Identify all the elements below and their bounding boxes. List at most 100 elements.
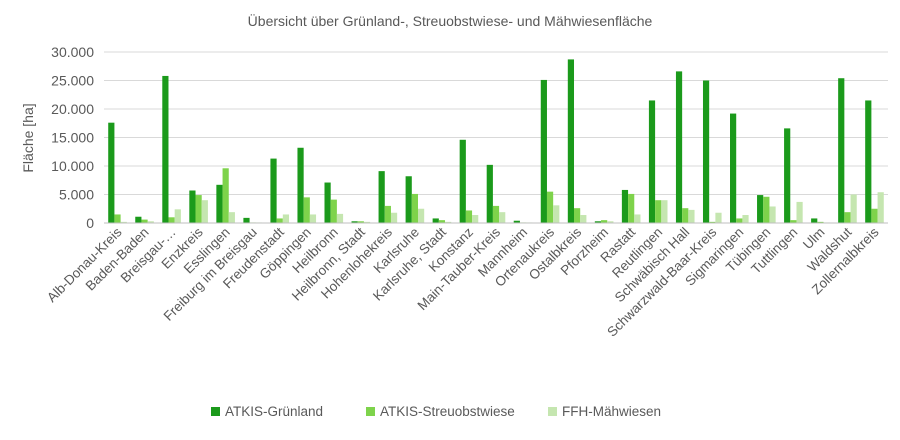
bar [607,221,614,223]
bar [243,217,250,223]
bar [742,215,749,223]
bar [472,215,479,223]
bar [351,221,358,223]
bar [384,205,391,223]
bar [303,197,310,223]
legend-swatch [211,407,220,416]
bar [438,220,446,223]
bar [601,220,608,223]
bar [297,147,304,223]
bar [790,220,797,223]
bar [405,176,412,223]
bar [270,158,277,223]
bar [465,210,473,223]
bar [445,221,452,223]
bar [621,189,629,223]
gridlines [104,51,888,195]
bar [648,100,656,223]
bar [736,218,743,223]
bar [628,193,635,223]
bar [357,221,364,223]
bar [817,221,824,223]
bar [141,219,148,223]
bar [850,194,857,223]
x-axis-ticks: Alb-Donau-KreisBaden-BadenBreisgau-…Enzk… [44,224,882,339]
bar [168,217,175,223]
bar [675,71,683,223]
legend-label: FFH-Mähwiesen [562,404,661,419]
bar [513,220,520,223]
bar [546,191,554,223]
bar [844,212,851,223]
bar [174,209,181,223]
legend-swatch [366,407,375,416]
legend-label: ATKIS-Grünland [225,404,323,419]
bar [499,212,506,223]
bar [661,200,668,223]
bar [492,205,500,223]
y-tick-label: 25.000 [51,73,94,89]
bar [222,168,229,223]
bar [730,113,737,223]
bar [147,221,154,223]
bar [417,208,425,223]
legend-swatch [548,407,557,416]
y-tick-label: 20.000 [51,101,94,117]
bar [201,200,208,223]
bar [838,78,845,223]
legend-label: ATKIS-Streuobstwiese [380,404,515,419]
bar [574,208,581,223]
chart-title: Übersicht über Grünland-, Streuobstwiese… [248,12,653,29]
bar [757,195,764,223]
bar [135,216,142,223]
y-axis-ticks: 0 5.000 10.000 15.000 20.000 25.000 30.000 [51,44,94,231]
bar [567,59,575,223]
bar [276,218,283,223]
bar [796,201,803,223]
bar [486,164,493,223]
bar [411,193,418,223]
bar [553,205,560,223]
bar [195,195,202,223]
bar [336,213,344,223]
bar [309,214,317,223]
bar [216,184,223,223]
bar [709,221,716,223]
bar [363,221,371,223]
bar [432,218,439,223]
bar [330,199,337,223]
y-axis-label: Fläche [ha] [20,103,36,172]
bar [655,200,662,223]
bar [634,214,641,223]
bar [108,122,115,223]
y-tick-label: 30.000 [51,44,94,60]
bars [108,59,884,224]
bar [228,212,235,223]
bar [784,128,791,223]
bar [688,209,695,223]
bar [459,139,466,223]
y-tick-label: 5.000 [59,187,94,203]
bar [540,79,547,224]
y-tick-label: 0 [86,215,94,231]
bar [594,221,602,223]
bar [763,196,770,223]
y-tick-label: 15.000 [51,130,94,146]
bar [120,221,127,223]
bar [769,206,776,223]
bar [390,212,398,223]
bar [865,100,872,223]
bar [715,212,722,223]
bar [580,215,587,223]
bar [871,208,878,223]
bar [114,214,121,223]
bar [811,218,818,223]
legend: ATKIS-Grünland ATKIS-Streuobstwiese FFH-Mä… [211,404,661,419]
bar [378,171,385,223]
y-tick-label: 10.000 [51,158,94,174]
bar [702,80,710,223]
bar [877,192,884,223]
bar [189,190,196,223]
